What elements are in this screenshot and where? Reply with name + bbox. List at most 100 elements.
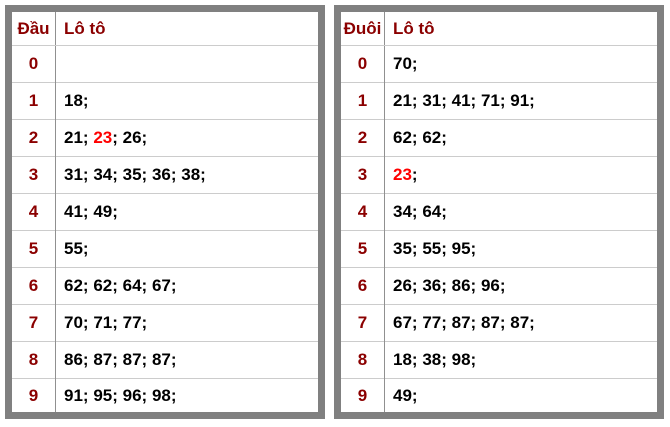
values-cell: 21; 23; 26;: [55, 119, 322, 157]
digit-cell: 1: [8, 82, 56, 120]
lotto-number: 55: [422, 239, 442, 258]
separator: ;: [529, 313, 535, 332]
separator: ;: [82, 313, 94, 332]
values-cell: [56, 46, 322, 83]
lotto-row: 9 91; 95; 96; 98;: [8, 378, 322, 416]
digit-cell: 4: [8, 193, 56, 231]
digit-cell: 0: [337, 45, 385, 83]
separator: ;: [141, 128, 148, 147]
lotto-number: 95: [451, 239, 471, 258]
lotto-row: 8 18; 38; 98;: [337, 341, 661, 379]
lotto-row: 2 21; 23; 26;: [8, 119, 322, 157]
separator: ;: [411, 54, 418, 73]
lotto-number: 26: [393, 276, 412, 295]
lotto-row: 3 31; 34; 35; 36; 38;: [8, 156, 322, 194]
separator: ;: [200, 165, 206, 184]
lotto-number: 41: [64, 202, 83, 221]
separator: ;: [141, 385, 152, 405]
lotto-number-highlighted: 23: [93, 128, 113, 147]
lotto-number: 87: [451, 313, 471, 332]
lotto-number: 62: [393, 128, 412, 147]
lotto-number: 21: [393, 91, 412, 110]
digit-cell: 9: [337, 378, 385, 416]
lotto-number: 49: [93, 202, 113, 221]
values-cell: 34; 64;: [384, 193, 661, 231]
separator: ;: [82, 239, 89, 258]
separator: ;: [411, 91, 423, 110]
lotto-number: 96: [122, 385, 142, 405]
duoi-table-body: 0 70; 1 21; 31; 41; 71; 91; 2 62; 62; 3 23; …: [337, 45, 661, 416]
lotto-number: 98: [451, 350, 471, 369]
lotto-number: 70: [64, 313, 83, 332]
separator: ;: [470, 313, 481, 332]
separator: ;: [170, 276, 177, 295]
separator: ;: [112, 128, 123, 147]
lotto-number: 34: [93, 165, 113, 184]
separator: ;: [470, 239, 477, 258]
separator: ;: [141, 165, 152, 184]
separator: ;: [441, 313, 452, 332]
dau-table-body: 0 1 18; 2 21; 23; 26; 3 31; 34; 35; 36; 38; …: [8, 45, 322, 416]
separator: ;: [470, 276, 481, 295]
separator: ;: [141, 313, 148, 332]
lotto-number: 35: [122, 165, 142, 184]
lotto-number: 62: [64, 276, 83, 295]
digit-cell: 3: [8, 156, 56, 194]
digit-cell: 8: [8, 341, 56, 379]
lotto-number: 31: [64, 165, 83, 184]
lotto-number: 86: [451, 276, 471, 295]
lotto-number: 64: [122, 276, 142, 295]
separator: ;: [82, 128, 94, 147]
separator: ;: [441, 202, 447, 221]
lotto-row: 2 62; 62;: [337, 119, 661, 157]
values-cell: 62; 62;: [384, 119, 661, 157]
separator: ;: [441, 91, 452, 110]
separator: ;: [411, 313, 423, 332]
lotto-row: 7 67; 77; 87; 87; 87;: [337, 304, 661, 342]
lotto-number: 41: [451, 91, 471, 110]
digit-cell: 2: [337, 119, 385, 157]
lotto-number: 67: [393, 313, 412, 332]
lotto-number: 18: [393, 350, 412, 369]
lotto-number: 71: [480, 91, 500, 110]
lotto-row: 6 26; 36; 86; 96;: [337, 267, 661, 305]
separator: ;: [82, 91, 89, 110]
digit-cell: 6: [337, 267, 385, 305]
header-row: Đầu Lô tô: [8, 8, 322, 46]
loto-column-header: Lô tô: [384, 8, 661, 46]
digit-cell: 7: [8, 304, 56, 342]
values-cell: 70;: [385, 46, 661, 83]
separator: ;: [411, 165, 418, 184]
separator: ;: [112, 202, 118, 221]
lotto-number: 86: [64, 350, 83, 369]
lotto-number: 77: [122, 313, 142, 332]
lotto-number: 36: [422, 276, 442, 295]
lotto-number: 87: [510, 313, 530, 332]
lotto-row: 1 18;: [8, 82, 322, 120]
separator: ;: [411, 276, 423, 295]
values-cell: 70; 71; 77;: [55, 304, 322, 342]
separator: ;: [112, 165, 123, 184]
lotto-number-highlighted: 23: [393, 165, 412, 184]
digit-cell: 3: [337, 156, 385, 194]
separator: ;: [411, 239, 423, 258]
separator: ;: [499, 91, 511, 110]
separator: ;: [170, 385, 177, 405]
separator: ;: [141, 350, 152, 369]
digit-cell: 9: [8, 378, 56, 416]
lotto-number: 87: [480, 313, 500, 332]
lotto-row: 6 62; 62; 64; 67;: [8, 267, 322, 305]
dau-column-header: Đầu: [8, 8, 56, 46]
separator: ;: [470, 91, 481, 110]
lotto-number: 62: [422, 128, 442, 147]
values-cell: 62; 62; 64; 67;: [55, 267, 322, 305]
values-cell: 26; 36; 86; 96;: [384, 267, 661, 305]
digit-cell: 5: [8, 230, 56, 268]
digit-cell: 0: [8, 45, 56, 83]
separator: ;: [499, 276, 506, 295]
lotto-number: 91: [510, 91, 530, 110]
separator: ;: [112, 350, 123, 369]
values-cell: 86; 87; 87; 87;: [55, 341, 322, 379]
separator: ;: [170, 350, 177, 369]
